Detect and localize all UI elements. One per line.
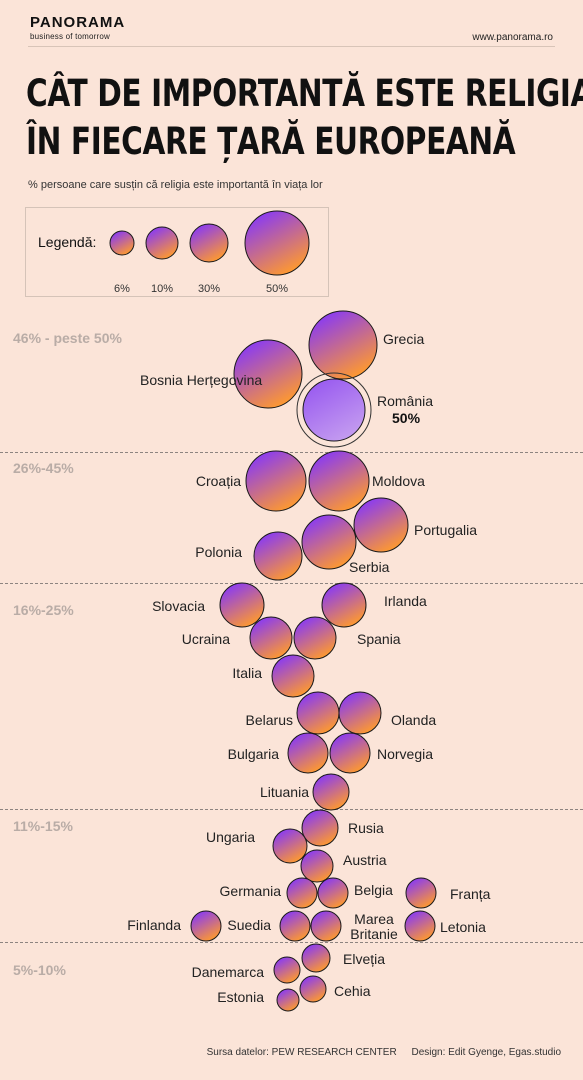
bubble-spania <box>293 616 337 660</box>
legend-bubble-6 <box>109 230 135 256</box>
bubble-norvegia <box>329 732 371 774</box>
bubble-franta <box>405 877 437 909</box>
footer: Sursa datelor: PEW RESEARCH CENTER Desig… <box>195 1047 561 1058</box>
country-label-suedia: Suedia <box>227 917 271 933</box>
title-line-2: ÎN FIECARE ȚARĂ EUROPEANĂ <box>26 120 516 163</box>
country-label-ucraina: Ucraina <box>181 631 230 647</box>
range-separator <box>0 452 583 453</box>
bubble-belgia <box>317 877 349 909</box>
legend-bubble-50 <box>244 210 310 276</box>
range-separator <box>0 583 583 584</box>
bubble-elvetia <box>301 943 331 973</box>
country-label-franta: Franța <box>450 886 491 902</box>
bubble-austria <box>300 849 334 883</box>
subtitle: % persoane care susțin că religia este i… <box>28 179 323 191</box>
bubble-ucraina <box>249 616 293 660</box>
country-label-marea-britanie: Marea Britanie <box>350 911 398 942</box>
website-link[interactable]: www.panorama.ro <box>472 32 553 43</box>
bubble-romania <box>302 378 366 442</box>
country-label-italia: Italia <box>232 665 262 681</box>
bubble-slovacia <box>219 582 265 628</box>
country-label-estonia: Estonia <box>217 989 264 1005</box>
country-label-cehia: Cehia <box>334 983 371 999</box>
country-label-austria: Austria <box>343 852 387 868</box>
country-label-serbia: Serbia <box>349 559 390 575</box>
country-label-moldova: Moldova <box>372 473 425 489</box>
range-label-5-10: 5%-10% <box>13 962 66 978</box>
bubble-portugalia <box>353 497 409 553</box>
country-label-finlanda: Finlanda <box>127 917 181 933</box>
bubble-olanda <box>338 691 382 735</box>
legend-value-10: 10% <box>150 283 174 295</box>
source-credit: Sursa datelor: PEW RESEARCH CENTER <box>206 1047 397 1058</box>
legend-label: Legendă: <box>38 234 97 250</box>
bubble-serbia <box>301 514 357 570</box>
country-label-rusia: Rusia <box>348 820 384 836</box>
country-label-croatia: Croația <box>195 473 241 489</box>
bubble-danemarca <box>273 956 301 984</box>
bubble-irlanda <box>321 582 367 628</box>
country-label-polonia: Polonia <box>195 544 242 560</box>
bubble-italia <box>271 654 315 698</box>
legend-value-30: 30% <box>197 283 221 295</box>
romania-value-label: 50% <box>392 410 421 426</box>
country-label-lituania: Lituania <box>259 784 309 800</box>
bubble-croatia <box>245 450 307 512</box>
bubble-polonia <box>253 531 303 581</box>
country-label-spania: Spania <box>357 631 401 647</box>
bubble-suedia <box>279 910 311 942</box>
range-label-11-15: 11%-15% <box>13 818 73 834</box>
legend-value-6: 6% <box>114 283 130 295</box>
bubble-letonia <box>404 910 436 942</box>
bubble-ungaria <box>272 828 308 864</box>
brand-tagline: business of tomorrow <box>30 32 111 41</box>
bubble-finlanda <box>190 910 222 942</box>
highlight-ring <box>296 372 372 448</box>
header-divider <box>28 46 555 47</box>
range-label-46-50: 46% - peste 50% <box>13 330 122 346</box>
range-separator <box>0 809 583 810</box>
legend-bubble-10 <box>145 226 179 260</box>
bubble-moldova <box>308 450 370 512</box>
country-label-grecia: Grecia <box>383 331 425 347</box>
legend-box <box>25 207 329 297</box>
country-label-romania: România <box>377 393 434 409</box>
country-label-norvegia: Norvegia <box>377 746 434 762</box>
country-label-germania: Germania <box>219 883 281 899</box>
bubble-marea-britanie <box>310 910 342 942</box>
country-label-bosnia: Bosnia Herțegovina <box>140 372 263 388</box>
country-label-olanda: Olanda <box>391 712 437 728</box>
bubble-rusia <box>301 809 339 847</box>
country-label-danemarca: Danemarca <box>191 964 264 980</box>
country-label-slovacia: Slovacia <box>152 598 205 614</box>
country-label-bulgaria: Bulgaria <box>227 746 279 762</box>
bubble-cehia <box>299 975 327 1003</box>
range-label-16-25: 16%-25% <box>13 602 74 618</box>
brand-name: PANORAMA <box>30 14 126 31</box>
brand-logo[interactable]: PANORAMA business of tomorrow <box>30 14 125 41</box>
country-label-belarus: Belarus <box>245 712 293 728</box>
range-separator <box>0 942 583 943</box>
bubble-bosnia-hertegovina <box>233 339 303 409</box>
bubble-estonia <box>276 988 300 1012</box>
legend-bubble-30 <box>189 223 229 263</box>
bubble-bulgaria <box>287 732 329 774</box>
bubble-grecia <box>308 310 378 380</box>
range-label-26-45: 26%-45% <box>13 460 74 476</box>
bubble-germania <box>286 877 318 909</box>
bubble-belarus <box>296 691 340 735</box>
country-label-ungaria: Ungaria <box>205 829 255 845</box>
bubble-lituania <box>312 773 350 811</box>
legend-value-50: 50% <box>265 283 289 295</box>
country-label-letonia: Letonia <box>440 919 486 935</box>
country-label-elvetia: Elveția <box>343 951 386 967</box>
country-label-portugalia: Portugalia <box>414 522 478 538</box>
country-label-irlanda: Irlanda <box>384 593 427 609</box>
country-label-belgia: Belgia <box>354 882 393 898</box>
design-credit: Design: Edit Gyenge, Egas.studio <box>411 1047 561 1058</box>
